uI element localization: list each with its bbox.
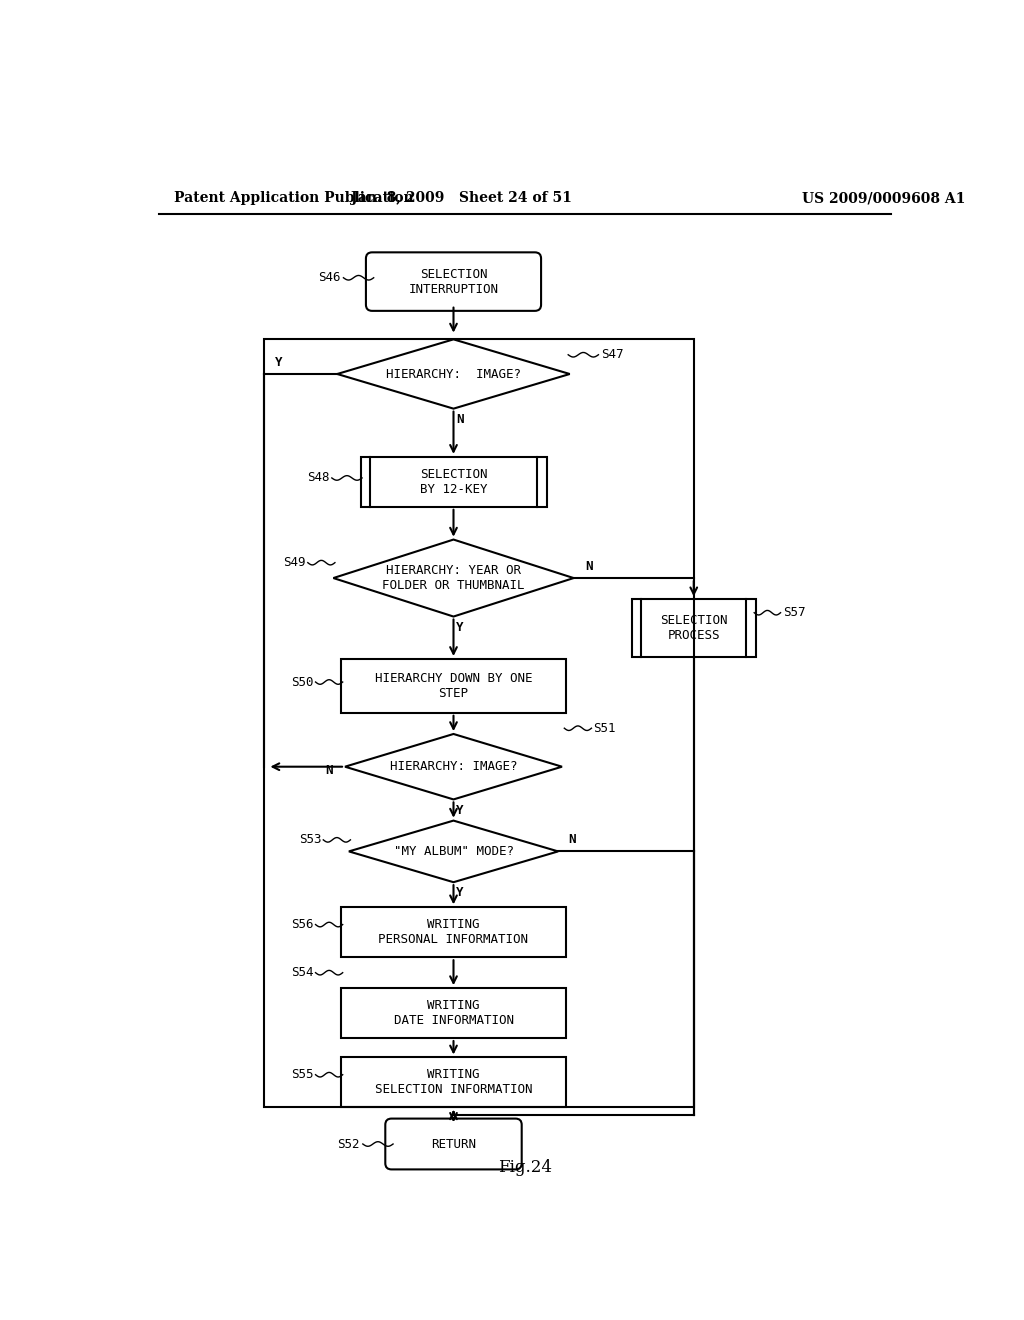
Text: S53: S53: [299, 833, 322, 846]
Text: S51: S51: [593, 722, 615, 735]
Text: Jan. 8, 2009   Sheet 24 of 51: Jan. 8, 2009 Sheet 24 of 51: [351, 191, 571, 206]
Text: N: N: [456, 413, 464, 426]
Text: SELECTION
INTERRUPTION: SELECTION INTERRUPTION: [409, 268, 499, 296]
Text: S52: S52: [338, 1138, 360, 1151]
Bar: [341, 659, 566, 713]
Text: HIERARCHY: YEAR OR
FOLDER OR THUMBNAIL: HIERARCHY: YEAR OR FOLDER OR THUMBNAIL: [382, 564, 524, 593]
Text: "MY ALBUM" MODE?: "MY ALBUM" MODE?: [393, 845, 513, 858]
Polygon shape: [345, 734, 562, 800]
Text: N: N: [586, 560, 593, 573]
Text: Y: Y: [275, 356, 283, 370]
Text: Y: Y: [456, 887, 464, 899]
Bar: [263, 339, 693, 1107]
Text: N: N: [568, 833, 575, 846]
FancyBboxPatch shape: [366, 252, 541, 312]
Text: HIERARCHY DOWN BY ONE
STEP: HIERARCHY DOWN BY ONE STEP: [375, 672, 532, 700]
Text: S46: S46: [318, 271, 341, 284]
Text: SELECTION
PROCESS: SELECTION PROCESS: [660, 614, 727, 642]
Text: Patent Application Publication: Patent Application Publication: [174, 191, 414, 206]
Polygon shape: [334, 540, 573, 616]
Bar: [341, 989, 566, 1038]
Text: WRITING
DATE INFORMATION: WRITING DATE INFORMATION: [393, 999, 513, 1027]
Text: S48: S48: [306, 471, 329, 484]
Text: S55: S55: [291, 1068, 313, 1081]
Text: Fig.24: Fig.24: [498, 1159, 552, 1176]
Text: S47: S47: [601, 348, 624, 362]
Bar: [341, 907, 566, 957]
FancyBboxPatch shape: [385, 1118, 521, 1170]
Text: HIERARCHY: IMAGE?: HIERARCHY: IMAGE?: [390, 760, 517, 774]
Text: N: N: [326, 764, 333, 777]
Text: S50: S50: [291, 676, 313, 689]
Text: RETURN: RETURN: [431, 1138, 476, 1151]
Text: WRITING
PERSONAL INFORMATION: WRITING PERSONAL INFORMATION: [379, 919, 528, 946]
Bar: [360, 457, 547, 507]
Text: S49: S49: [284, 556, 306, 569]
Bar: [632, 599, 756, 657]
Polygon shape: [349, 821, 558, 882]
Bar: [341, 1057, 566, 1107]
Text: S54: S54: [291, 966, 313, 979]
Text: S56: S56: [291, 917, 313, 931]
Text: S57: S57: [783, 606, 806, 619]
Text: SELECTION
BY 12-KEY: SELECTION BY 12-KEY: [420, 467, 487, 496]
Text: WRITING
SELECTION INFORMATION: WRITING SELECTION INFORMATION: [375, 1068, 532, 1097]
Polygon shape: [337, 339, 569, 409]
Text: Y: Y: [456, 620, 464, 634]
Text: US 2009/0009608 A1: US 2009/0009608 A1: [802, 191, 966, 206]
Text: Y: Y: [456, 804, 464, 817]
Text: HIERARCHY:  IMAGE?: HIERARCHY: IMAGE?: [386, 367, 521, 380]
